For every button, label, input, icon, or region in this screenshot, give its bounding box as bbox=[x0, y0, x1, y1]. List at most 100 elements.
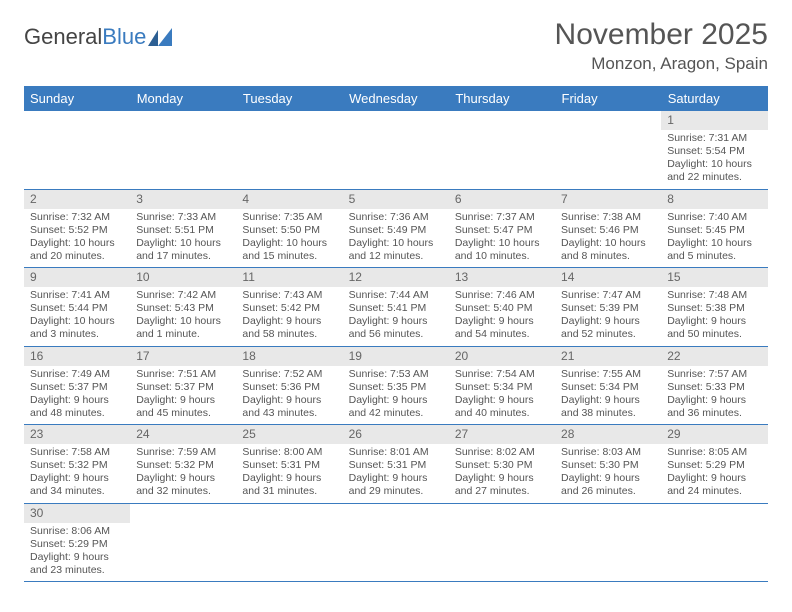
daylight-text: Daylight: 9 hours and 43 minutes. bbox=[242, 394, 336, 420]
day-content: Sunrise: 7:33 AMSunset: 5:51 PMDaylight:… bbox=[130, 209, 236, 268]
day-content bbox=[343, 130, 449, 184]
sunset-text: Sunset: 5:30 PM bbox=[455, 459, 549, 472]
calendar-cell: 8Sunrise: 7:40 AMSunset: 5:45 PMDaylight… bbox=[661, 189, 767, 268]
day-content: Sunrise: 7:46 AMSunset: 5:40 PMDaylight:… bbox=[449, 287, 555, 346]
sunrise-text: Sunrise: 7:55 AM bbox=[561, 368, 655, 381]
header: GeneralBlue November 2025 Monzon, Aragon… bbox=[24, 18, 768, 74]
day-number: 14 bbox=[555, 268, 661, 287]
daylight-text: Daylight: 9 hours and 38 minutes. bbox=[561, 394, 655, 420]
calendar-cell bbox=[661, 503, 767, 582]
sunrise-text: Sunrise: 7:40 AM bbox=[667, 211, 761, 224]
sunset-text: Sunset: 5:37 PM bbox=[30, 381, 124, 394]
day-number: 9 bbox=[24, 268, 130, 287]
weekday-header: Friday bbox=[555, 86, 661, 111]
daylight-text: Daylight: 10 hours and 5 minutes. bbox=[667, 237, 761, 263]
sunrise-text: Sunrise: 8:00 AM bbox=[242, 446, 336, 459]
daylight-text: Daylight: 10 hours and 1 minute. bbox=[136, 315, 230, 341]
calendar-cell: 16Sunrise: 7:49 AMSunset: 5:37 PMDayligh… bbox=[24, 346, 130, 425]
day-number: 3 bbox=[130, 190, 236, 209]
daylight-text: Daylight: 9 hours and 27 minutes. bbox=[455, 472, 549, 498]
calendar-cell: 10Sunrise: 7:42 AMSunset: 5:43 PMDayligh… bbox=[130, 268, 236, 347]
sunrise-text: Sunrise: 7:33 AM bbox=[136, 211, 230, 224]
weekday-header: Monday bbox=[130, 86, 236, 111]
day-number: 25 bbox=[236, 425, 342, 444]
sunset-text: Sunset: 5:37 PM bbox=[136, 381, 230, 394]
daylight-text: Daylight: 9 hours and 34 minutes. bbox=[30, 472, 124, 498]
day-content: Sunrise: 7:59 AMSunset: 5:32 PMDaylight:… bbox=[130, 444, 236, 503]
calendar-cell: 28Sunrise: 8:03 AMSunset: 5:30 PMDayligh… bbox=[555, 425, 661, 504]
calendar-cell bbox=[24, 111, 130, 189]
sunrise-text: Sunrise: 7:54 AM bbox=[455, 368, 549, 381]
page-title: November 2025 bbox=[555, 18, 768, 52]
calendar-cell: 18Sunrise: 7:52 AMSunset: 5:36 PMDayligh… bbox=[236, 346, 342, 425]
sunset-text: Sunset: 5:42 PM bbox=[242, 302, 336, 315]
day-number: 16 bbox=[24, 347, 130, 366]
daylight-text: Daylight: 10 hours and 10 minutes. bbox=[455, 237, 549, 263]
sunrise-text: Sunrise: 8:05 AM bbox=[667, 446, 761, 459]
day-content: Sunrise: 7:51 AMSunset: 5:37 PMDaylight:… bbox=[130, 366, 236, 425]
calendar-cell: 3Sunrise: 7:33 AMSunset: 5:51 PMDaylight… bbox=[130, 189, 236, 268]
daylight-text: Daylight: 10 hours and 8 minutes. bbox=[561, 237, 655, 263]
daylight-text: Daylight: 9 hours and 50 minutes. bbox=[667, 315, 761, 341]
title-block: November 2025 Monzon, Aragon, Spain bbox=[555, 18, 768, 74]
day-number: 29 bbox=[661, 425, 767, 444]
calendar-row: 30Sunrise: 8:06 AMSunset: 5:29 PMDayligh… bbox=[24, 503, 768, 582]
sunset-text: Sunset: 5:29 PM bbox=[667, 459, 761, 472]
day-content: Sunrise: 7:41 AMSunset: 5:44 PMDaylight:… bbox=[24, 287, 130, 346]
day-content bbox=[555, 130, 661, 184]
day-content: Sunrise: 8:06 AMSunset: 5:29 PMDaylight:… bbox=[24, 523, 130, 582]
daylight-text: Daylight: 10 hours and 3 minutes. bbox=[30, 315, 124, 341]
sunset-text: Sunset: 5:32 PM bbox=[30, 459, 124, 472]
day-number: 15 bbox=[661, 268, 767, 287]
sunrise-text: Sunrise: 7:37 AM bbox=[455, 211, 549, 224]
daylight-text: Daylight: 10 hours and 20 minutes. bbox=[30, 237, 124, 263]
sunset-text: Sunset: 5:43 PM bbox=[136, 302, 230, 315]
day-content: Sunrise: 7:47 AMSunset: 5:39 PMDaylight:… bbox=[555, 287, 661, 346]
day-content: Sunrise: 8:03 AMSunset: 5:30 PMDaylight:… bbox=[555, 444, 661, 503]
day-content: Sunrise: 7:54 AMSunset: 5:34 PMDaylight:… bbox=[449, 366, 555, 425]
sunset-text: Sunset: 5:40 PM bbox=[455, 302, 549, 315]
day-content: Sunrise: 8:02 AMSunset: 5:30 PMDaylight:… bbox=[449, 444, 555, 503]
day-number: 13 bbox=[449, 268, 555, 287]
daylight-text: Daylight: 9 hours and 45 minutes. bbox=[136, 394, 230, 420]
calendar-cell: 5Sunrise: 7:36 AMSunset: 5:49 PMDaylight… bbox=[343, 189, 449, 268]
day-content bbox=[236, 523, 342, 577]
sunset-text: Sunset: 5:35 PM bbox=[349, 381, 443, 394]
day-content: Sunrise: 7:53 AMSunset: 5:35 PMDaylight:… bbox=[343, 366, 449, 425]
weekday-header: Saturday bbox=[661, 86, 767, 111]
sunset-text: Sunset: 5:34 PM bbox=[455, 381, 549, 394]
sunrise-text: Sunrise: 8:01 AM bbox=[349, 446, 443, 459]
calendar-row: 1Sunrise: 7:31 AMSunset: 5:54 PMDaylight… bbox=[24, 111, 768, 189]
calendar-cell: 17Sunrise: 7:51 AMSunset: 5:37 PMDayligh… bbox=[130, 346, 236, 425]
logo-text-b: Blue bbox=[102, 24, 146, 50]
day-number: 27 bbox=[449, 425, 555, 444]
sunset-text: Sunset: 5:52 PM bbox=[30, 224, 124, 237]
daylight-text: Daylight: 9 hours and 54 minutes. bbox=[455, 315, 549, 341]
day-content bbox=[24, 130, 130, 184]
calendar-cell: 25Sunrise: 8:00 AMSunset: 5:31 PMDayligh… bbox=[236, 425, 342, 504]
logo: GeneralBlue bbox=[24, 24, 176, 50]
calendar-cell: 6Sunrise: 7:37 AMSunset: 5:47 PMDaylight… bbox=[449, 189, 555, 268]
day-content: Sunrise: 7:32 AMSunset: 5:52 PMDaylight:… bbox=[24, 209, 130, 268]
day-content: Sunrise: 7:31 AMSunset: 5:54 PMDaylight:… bbox=[661, 130, 767, 189]
sunrise-text: Sunrise: 7:48 AM bbox=[667, 289, 761, 302]
weekday-header: Tuesday bbox=[236, 86, 342, 111]
daylight-text: Daylight: 10 hours and 17 minutes. bbox=[136, 237, 230, 263]
daylight-text: Daylight: 9 hours and 48 minutes. bbox=[30, 394, 124, 420]
day-number: 23 bbox=[24, 425, 130, 444]
day-content: Sunrise: 7:44 AMSunset: 5:41 PMDaylight:… bbox=[343, 287, 449, 346]
calendar-cell: 22Sunrise: 7:57 AMSunset: 5:33 PMDayligh… bbox=[661, 346, 767, 425]
day-content: Sunrise: 7:37 AMSunset: 5:47 PMDaylight:… bbox=[449, 209, 555, 268]
sunset-text: Sunset: 5:31 PM bbox=[349, 459, 443, 472]
calendar-table: SundayMondayTuesdayWednesdayThursdayFrid… bbox=[24, 86, 768, 582]
calendar-cell bbox=[555, 111, 661, 189]
sunrise-text: Sunrise: 7:52 AM bbox=[242, 368, 336, 381]
calendar-cell bbox=[343, 503, 449, 582]
day-number: 28 bbox=[555, 425, 661, 444]
sunset-text: Sunset: 5:38 PM bbox=[667, 302, 761, 315]
sunrise-text: Sunrise: 7:46 AM bbox=[455, 289, 549, 302]
day-number: 6 bbox=[449, 190, 555, 209]
day-content: Sunrise: 7:57 AMSunset: 5:33 PMDaylight:… bbox=[661, 366, 767, 425]
calendar-cell: 14Sunrise: 7:47 AMSunset: 5:39 PMDayligh… bbox=[555, 268, 661, 347]
sunrise-text: Sunrise: 7:44 AM bbox=[349, 289, 443, 302]
